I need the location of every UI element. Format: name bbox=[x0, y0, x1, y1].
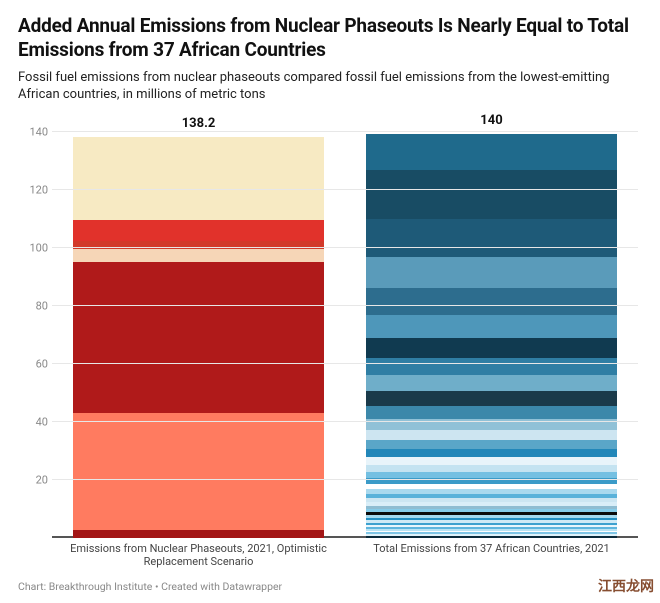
y-tick-label: 40 bbox=[18, 415, 48, 428]
gridline bbox=[52, 247, 638, 248]
bar-segment bbox=[366, 440, 618, 449]
bar-slot: 138.2 bbox=[52, 118, 345, 538]
y-axis: 20 40 60 80 100 120 140 bbox=[18, 118, 52, 538]
bar-segment bbox=[366, 430, 618, 440]
x-axis-label: Emissions from Nuclear Phaseouts, 2021, … bbox=[52, 542, 345, 570]
y-tick-label: 20 bbox=[18, 473, 48, 486]
bar-segment bbox=[366, 134, 618, 170]
bar-segment bbox=[73, 262, 325, 413]
bar-segment bbox=[366, 315, 618, 338]
y-tick-label: 120 bbox=[18, 184, 48, 197]
chart-footer: Chart: Breakthrough Institute • Created … bbox=[18, 580, 642, 593]
bar-segment bbox=[366, 406, 618, 419]
bars-container: 138.2140 bbox=[52, 118, 638, 538]
bar-segment bbox=[366, 465, 618, 472]
bar-total-label: 138.2 bbox=[52, 116, 345, 131]
bar-slot: 140 bbox=[345, 118, 638, 538]
y-tick-label: 80 bbox=[18, 299, 48, 312]
bar-segment bbox=[366, 288, 618, 314]
bar-segment bbox=[366, 257, 618, 289]
y-tick-label: 100 bbox=[18, 241, 48, 254]
bar-segment bbox=[366, 391, 618, 405]
bar-segment bbox=[366, 375, 618, 391]
x-axis: Emissions from Nuclear Phaseouts, 2021, … bbox=[52, 542, 638, 570]
chart-subtitle: Fossil fuel emissions from nuclear phase… bbox=[18, 69, 642, 104]
stacked-bar bbox=[73, 137, 325, 537]
bar-segment bbox=[366, 457, 618, 465]
gridline bbox=[52, 421, 638, 422]
gridline bbox=[52, 131, 638, 132]
bar-segment bbox=[366, 449, 618, 457]
chart-area: 20406080100120140 138.2140 Emissions fro… bbox=[18, 118, 642, 538]
gridline bbox=[52, 305, 638, 306]
bar-segment bbox=[73, 530, 325, 537]
bar-segment bbox=[73, 413, 325, 530]
bar-segment bbox=[73, 249, 325, 262]
bar-total-label: 140 bbox=[345, 113, 638, 128]
bar-segment bbox=[73, 220, 325, 240]
y-tick-label: 60 bbox=[18, 357, 48, 370]
gridline bbox=[52, 479, 638, 480]
gridline bbox=[52, 189, 638, 190]
x-axis-label: Total Emissions from 37 African Countrie… bbox=[345, 542, 638, 570]
bar-segment bbox=[366, 338, 618, 358]
bar-segment bbox=[73, 241, 325, 250]
bar-segment bbox=[366, 536, 618, 538]
bar-segment bbox=[73, 137, 325, 220]
gridline bbox=[52, 363, 638, 364]
bar-segment bbox=[366, 358, 618, 375]
plot-area: 138.2140 bbox=[52, 118, 638, 538]
y-tick-label: 140 bbox=[18, 126, 48, 139]
bar-segment bbox=[366, 170, 618, 219]
chart-title: Added Annual Emissions from Nuclear Phas… bbox=[18, 14, 642, 62]
stacked-bar bbox=[366, 134, 618, 538]
bar-segment bbox=[366, 219, 618, 257]
